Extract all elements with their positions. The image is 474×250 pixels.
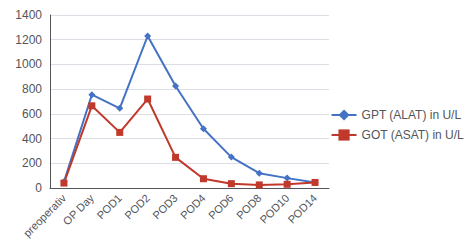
svg-text:1400: 1400 xyxy=(15,8,42,22)
svg-text:600: 600 xyxy=(22,107,42,121)
svg-text:POD10: POD10 xyxy=(257,192,291,226)
svg-text:GPT (ALAT) in U/L: GPT (ALAT) in U/L xyxy=(362,108,462,122)
svg-text:800: 800 xyxy=(22,82,42,96)
svg-text:OP Day: OP Day xyxy=(61,191,97,227)
svg-text:POD2: POD2 xyxy=(122,192,152,222)
svg-text:1200: 1200 xyxy=(15,33,42,47)
svg-text:POD4: POD4 xyxy=(178,192,208,222)
svg-text:POD8: POD8 xyxy=(233,191,264,222)
svg-text:POD3: POD3 xyxy=(150,192,180,222)
svg-text:200: 200 xyxy=(22,156,42,170)
svg-text:POD1: POD1 xyxy=(94,192,124,222)
svg-text:0: 0 xyxy=(35,181,42,195)
svg-text:POD14: POD14 xyxy=(285,192,319,226)
svg-text:1000: 1000 xyxy=(15,57,42,71)
svg-text:POD6: POD6 xyxy=(206,192,236,222)
svg-text:400: 400 xyxy=(22,132,42,146)
svg-text:preoperativ: preoperativ xyxy=(21,191,69,239)
svg-text:GOT (ASAT) in U/L: GOT (ASAT) in U/L xyxy=(362,128,465,142)
